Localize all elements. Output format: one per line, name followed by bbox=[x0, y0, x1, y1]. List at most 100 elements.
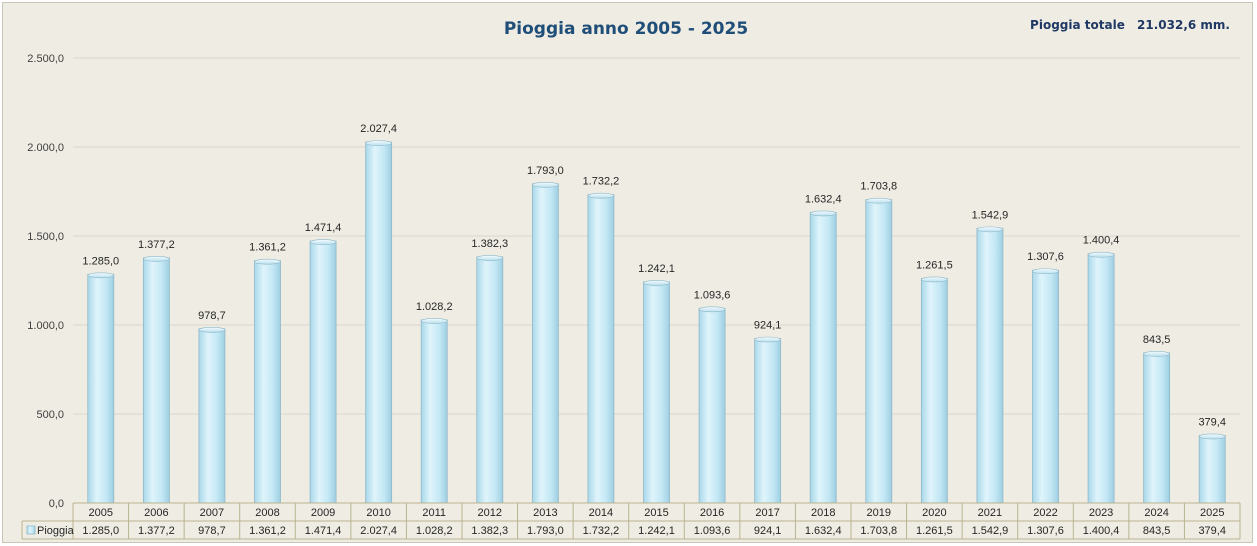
chart-title: Pioggia anno 2005 - 2025 bbox=[504, 19, 748, 39]
bar-cap bbox=[1143, 351, 1170, 357]
bar-2019 bbox=[865, 199, 893, 504]
bar-2011 bbox=[420, 319, 448, 504]
legend-key bbox=[26, 525, 36, 535]
y-tick-label: 2.000,0 bbox=[27, 142, 64, 154]
data-label: 1.382,3 bbox=[471, 238, 508, 250]
bar-cap bbox=[643, 280, 670, 286]
data-label: 1.632,4 bbox=[805, 193, 842, 205]
y-tick-label: 1.500,0 bbox=[27, 231, 64, 243]
y-tick-label: 1.000,0 bbox=[27, 320, 64, 332]
bar-2025 bbox=[1198, 435, 1226, 504]
x-tick-label: 2006 bbox=[144, 507, 168, 519]
table-value: 1.261,5 bbox=[916, 525, 953, 537]
bar-2007 bbox=[198, 328, 226, 504]
data-label: 1.471,4 bbox=[305, 222, 342, 234]
x-tick-label: 2019 bbox=[867, 507, 891, 519]
table-value: 924,1 bbox=[754, 525, 782, 537]
x-tick-label: 2021 bbox=[978, 507, 1002, 519]
bar-2018 bbox=[809, 212, 837, 504]
bar-cap bbox=[754, 336, 781, 343]
bar-cap bbox=[143, 256, 170, 262]
bar-2016 bbox=[698, 307, 726, 504]
x-tick-label: 2017 bbox=[755, 507, 779, 519]
table-value: 1.285,0 bbox=[82, 525, 119, 537]
table-value: 1.703,8 bbox=[860, 525, 897, 537]
bar-cap bbox=[87, 272, 115, 279]
bar-cap bbox=[587, 192, 615, 199]
bar-2015 bbox=[643, 281, 670, 504]
bars bbox=[87, 140, 1226, 504]
table-value: 1.400,4 bbox=[1083, 525, 1120, 537]
table-value: 1.471,4 bbox=[305, 525, 342, 537]
bar-2010 bbox=[365, 141, 393, 504]
bar-cap bbox=[1032, 268, 1059, 275]
table-value: 1.382,3 bbox=[471, 525, 508, 537]
total-rain-label: Pioggia totale bbox=[1030, 18, 1125, 32]
x-tick-label: 2014 bbox=[589, 507, 613, 519]
bar-cap bbox=[921, 276, 948, 283]
bar-cap bbox=[198, 326, 226, 333]
data-label: 2.027,4 bbox=[360, 123, 397, 135]
bar-2020 bbox=[920, 278, 948, 504]
data-label: 1.261,5 bbox=[916, 259, 953, 271]
table-value: 1.242,1 bbox=[638, 525, 675, 537]
data-label: 1.542,9 bbox=[972, 209, 1009, 221]
data-label: 1.732,2 bbox=[583, 176, 620, 188]
data-table: Pioggia 2005 1.285,0 2006 1.377,2 2007 978,7 20… bbox=[21, 502, 1241, 540]
bar-2005 bbox=[87, 273, 115, 504]
table-value: 1.793,0 bbox=[527, 525, 564, 537]
total-rain-annotation: Pioggia totale 21.032,6 mm. bbox=[1030, 18, 1230, 32]
data-label: 1.793,0 bbox=[527, 165, 564, 177]
bar-cap bbox=[809, 210, 837, 217]
y-tick-label: 2.500,0 bbox=[27, 53, 64, 65]
bar-cap bbox=[476, 255, 504, 261]
bar-2022 bbox=[1032, 269, 1059, 504]
table-value: 1.093,6 bbox=[694, 525, 731, 537]
y-tick-label: 0,0 bbox=[49, 498, 64, 510]
table-value: 1.361,2 bbox=[249, 525, 286, 537]
data-label: 1.400,4 bbox=[1083, 235, 1120, 247]
x-tick-label: 2008 bbox=[255, 507, 279, 519]
x-tick-label: 2024 bbox=[1144, 507, 1168, 519]
bar-2024 bbox=[1143, 352, 1171, 504]
x-tick-label: 2023 bbox=[1089, 507, 1113, 519]
table-value: 1.632,4 bbox=[805, 525, 842, 537]
table-value: 1.542,9 bbox=[972, 525, 1009, 537]
data-label: 379,4 bbox=[1198, 416, 1226, 428]
bar-chart: Pioggia anno 2005 - 2025 Pioggia totale … bbox=[21, 18, 1241, 540]
x-tick-label: 2015 bbox=[644, 507, 668, 519]
bar-cap bbox=[365, 140, 392, 146]
data-label: 1.703,8 bbox=[860, 181, 897, 193]
data-label: 978,7 bbox=[198, 310, 226, 322]
bar-2006 bbox=[142, 257, 170, 504]
x-tick-label: 2007 bbox=[200, 507, 224, 519]
bar-2008 bbox=[254, 260, 281, 504]
x-tick-label: 2020 bbox=[922, 507, 946, 519]
x-tick-label: 2012 bbox=[478, 507, 502, 519]
bar-cap bbox=[254, 258, 281, 265]
x-tick-label: 2013 bbox=[533, 507, 557, 519]
bar-cap bbox=[698, 306, 726, 313]
table-value: 1.307,6 bbox=[1027, 525, 1064, 537]
data-label: 1.093,6 bbox=[694, 289, 731, 301]
data-labels: 1.285,0 1.377,2 978,7 1.361,2 1.471,4 2.027,4… bbox=[82, 123, 1226, 428]
table-value: 1.732,2 bbox=[583, 525, 620, 537]
bar-cap bbox=[532, 182, 559, 188]
data-label: 1.285,0 bbox=[82, 255, 119, 267]
total-rain-value: 21.032,6 mm. bbox=[1137, 18, 1230, 32]
bar-cap bbox=[309, 239, 337, 245]
x-tick-label: 2011 bbox=[422, 507, 446, 519]
table-value: 1.028,2 bbox=[416, 525, 453, 537]
bar-2013 bbox=[531, 183, 559, 504]
bar-cap bbox=[420, 318, 448, 324]
bar-cap bbox=[865, 197, 893, 204]
data-label: 1.307,6 bbox=[1027, 251, 1064, 263]
x-tick-label: 2005 bbox=[89, 507, 113, 519]
x-tick-label: 2016 bbox=[700, 507, 724, 519]
bar-cap bbox=[1198, 433, 1226, 440]
bar-2017 bbox=[754, 338, 782, 504]
x-tick-label: 2009 bbox=[311, 507, 335, 519]
data-label: 1.028,2 bbox=[416, 301, 453, 313]
data-label: 924,1 bbox=[754, 320, 782, 332]
legend-series-name: Pioggia bbox=[37, 525, 75, 537]
